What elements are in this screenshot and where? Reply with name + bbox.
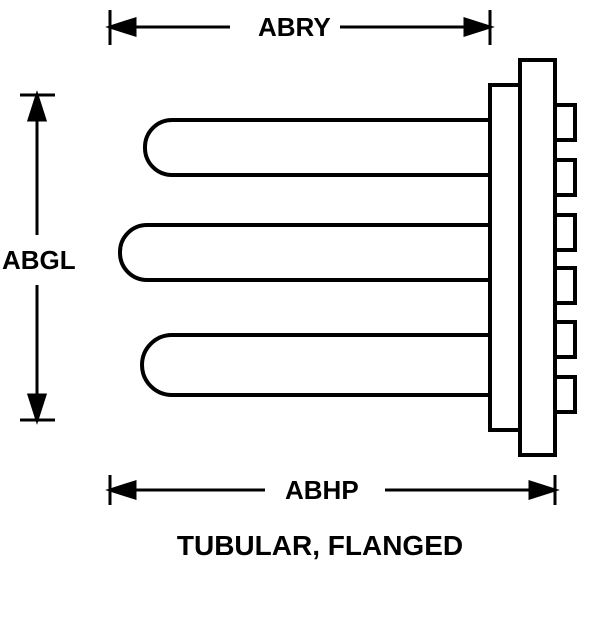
label-abgl: ABGL (2, 245, 76, 276)
diagram-container: ABRY ABGL ABHP TUBULAR, FLANGED (0, 0, 614, 629)
heating-tubes (120, 120, 490, 395)
diagram-title: TUBULAR, FLANGED (150, 530, 490, 562)
label-abhp: ABHP (285, 475, 359, 506)
label-abry: ABRY (258, 12, 331, 43)
